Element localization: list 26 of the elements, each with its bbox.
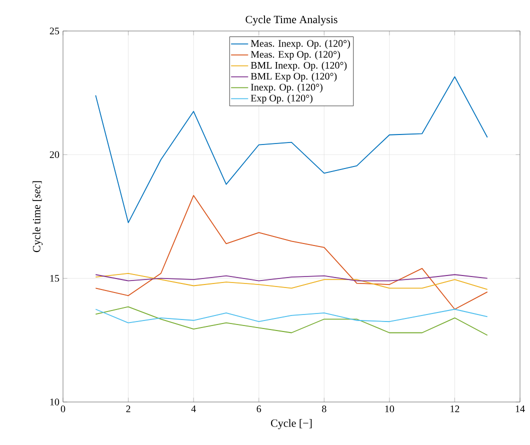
line-series xyxy=(95,195,488,310)
legend-label: Inexp. Op. (120°) xyxy=(250,84,322,93)
line-series xyxy=(95,274,488,282)
line-series xyxy=(95,272,488,290)
y-axis-title: Cycle time [sec] xyxy=(32,181,43,252)
legend-label: Meas. Exp Op. (120°) xyxy=(250,50,340,60)
x-tick-label: 8 xyxy=(322,406,326,412)
y-tick-label: 10 xyxy=(50,398,60,406)
chart-title: Cycle Time Analysis xyxy=(246,15,338,26)
x-tick-label: 4 xyxy=(191,406,196,412)
line-series xyxy=(95,306,488,336)
x-tick-label: 2 xyxy=(126,406,130,412)
legend-label: Meas. Inexp. Op. (120°) xyxy=(250,40,350,49)
legend-label: BML Exp Op. (120°) xyxy=(250,72,337,82)
x-tick-label: 6 xyxy=(256,406,262,412)
x-tick-label: 10 xyxy=(385,406,394,412)
legend-label: BML Inexp. Op. (120°) xyxy=(250,62,347,71)
y-tick-label: 25 xyxy=(50,28,60,34)
x-axis-title: Cycle [−] xyxy=(270,419,312,430)
y-tick-label: 20 xyxy=(50,151,60,158)
y-tick-label: 15 xyxy=(50,274,60,282)
legend-label: Exp Op. (120°) xyxy=(250,94,312,104)
x-tick-label: 0 xyxy=(60,406,66,412)
x-tick-label: 12 xyxy=(450,406,460,412)
line-series xyxy=(95,308,488,324)
x-tick-label: 14 xyxy=(516,406,525,412)
